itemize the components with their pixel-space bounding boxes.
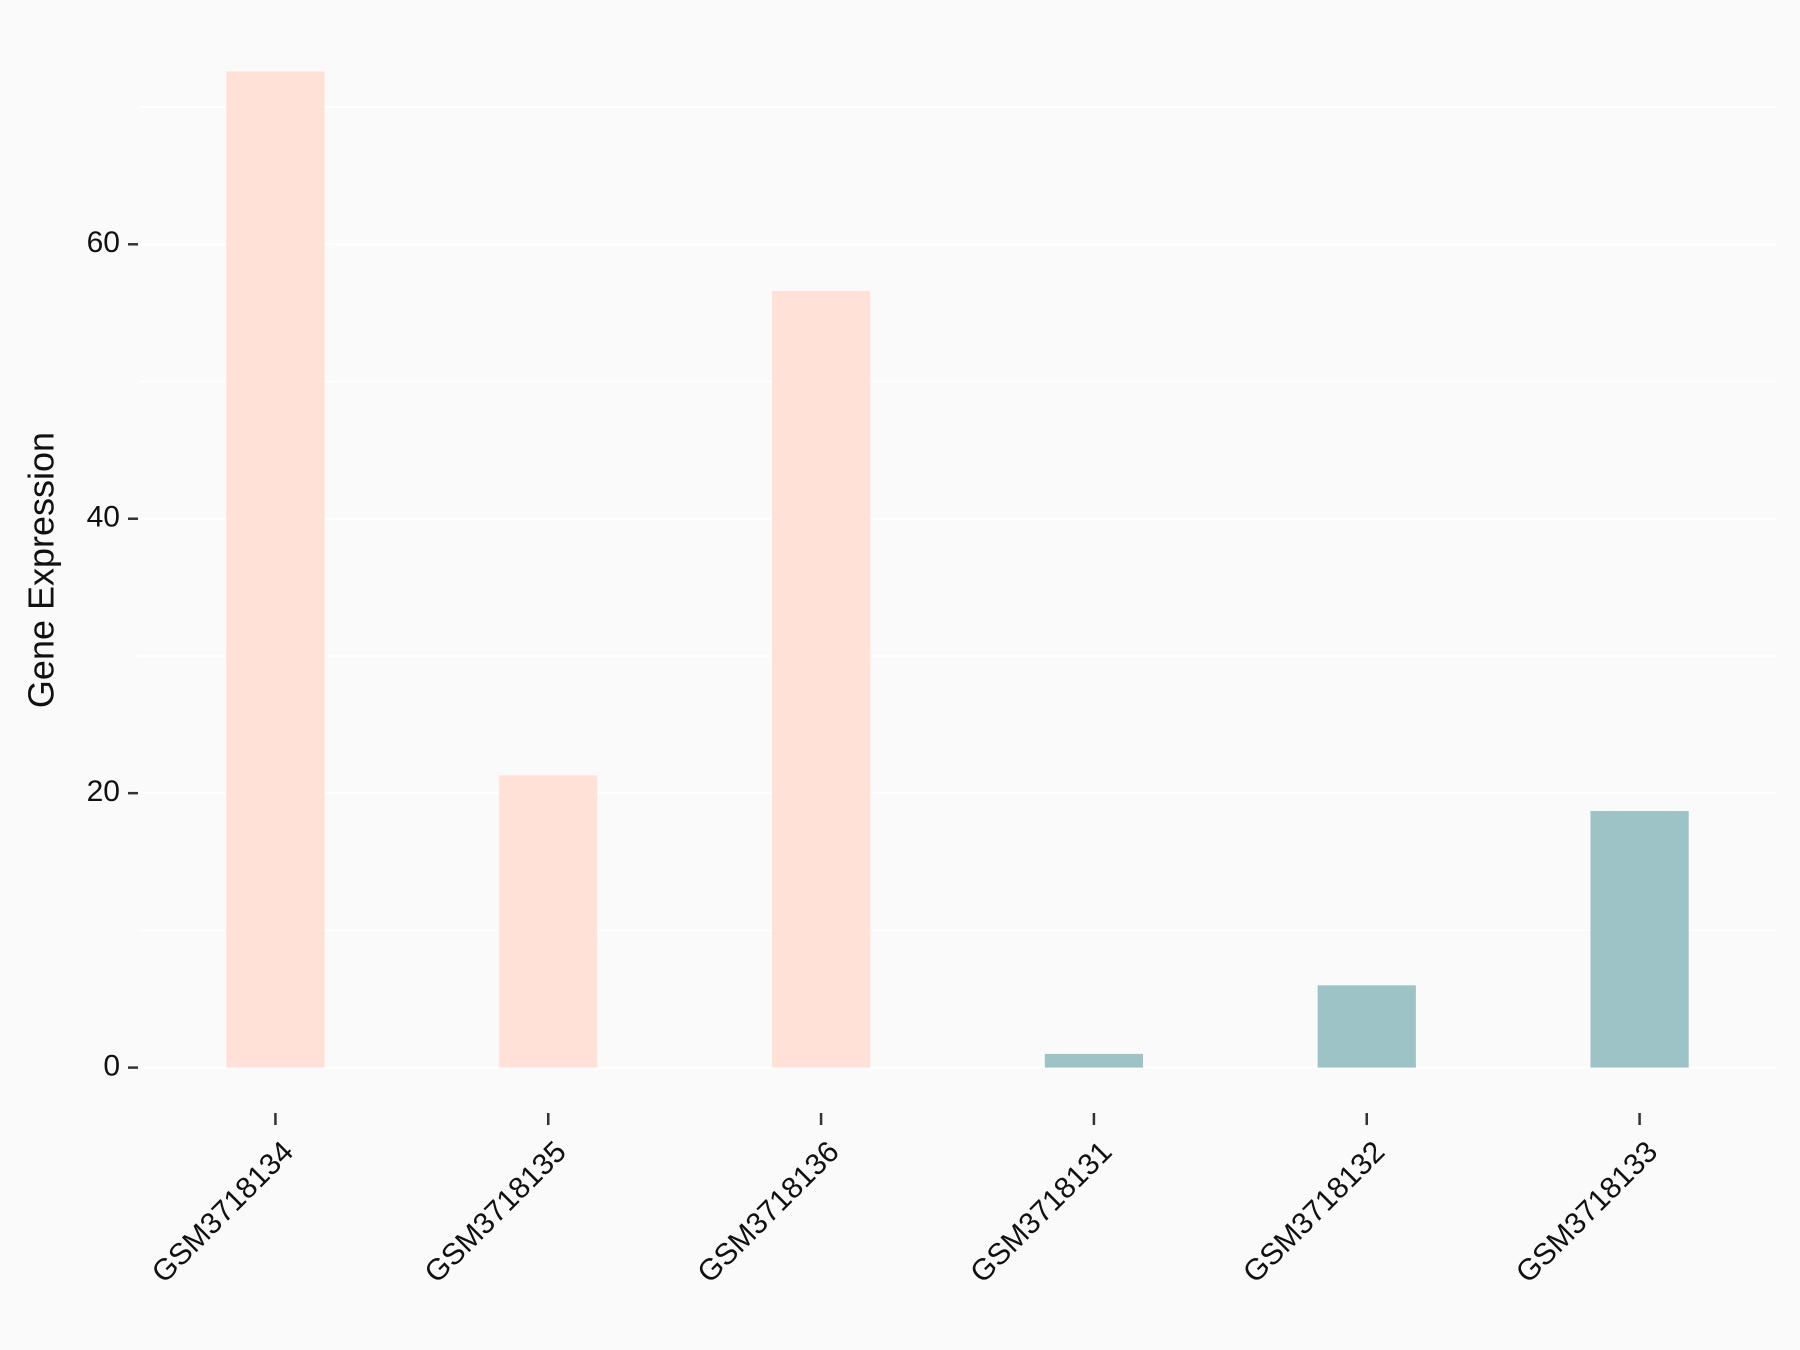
y-axis-label: Gene Expression <box>21 432 62 708</box>
bar <box>1044 1053 1144 1068</box>
bar <box>1590 811 1689 1068</box>
y-tick-label: 0 <box>103 1050 120 1083</box>
bar <box>771 290 871 1068</box>
bar <box>1317 985 1416 1068</box>
y-tick-label: 60 <box>87 226 120 259</box>
bar <box>226 71 325 1068</box>
y-tick-label: 20 <box>87 775 120 808</box>
bar <box>499 775 598 1068</box>
y-tick-label: 40 <box>87 501 120 534</box>
